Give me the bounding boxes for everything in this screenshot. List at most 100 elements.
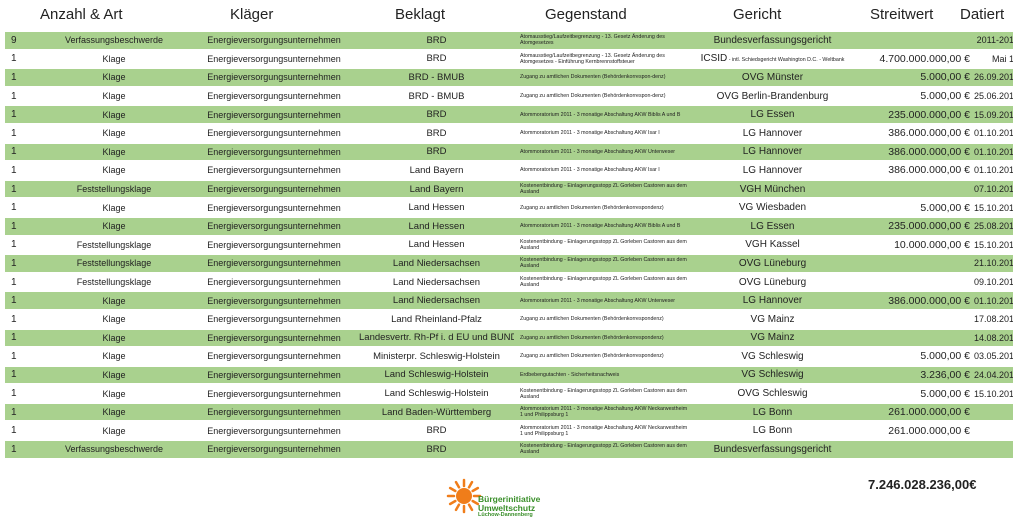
streitwert-total: 7.246.028.236,00€ bbox=[868, 477, 977, 492]
row-streitwert-text: 386.000.000,00 € bbox=[888, 164, 970, 177]
row-gegenstand: Atomausstieg/Laufzeitbegrenzung - 13. Ge… bbox=[514, 50, 690, 68]
row-klaeger-text: Energieversorgungsunternehmen bbox=[207, 258, 341, 269]
table-row: 1 Klage Energieversorgungsunternehmen BRD At… bbox=[5, 143, 1013, 161]
row-klaeger: Energieversorgungsunternehmen bbox=[189, 366, 359, 384]
row-gericht: OVG Schleswig bbox=[690, 385, 855, 402]
row-art-text: Klage bbox=[102, 369, 126, 380]
row-gericht: LG Bonn bbox=[690, 422, 855, 440]
row-gegenstand-text: Zugang zu amtlichen Dokumenten (Behörden… bbox=[520, 353, 664, 360]
row-klaeger-text: Energieversorgungsunternehmen bbox=[207, 277, 341, 288]
row-beklagt-text: Land Niedersachsen bbox=[392, 276, 481, 288]
sun-ray bbox=[448, 499, 457, 506]
row-datiert-text: 07.10.2014 bbox=[973, 184, 1013, 195]
row-gericht: VG Schleswig bbox=[690, 348, 855, 365]
row-gegenstand: Zugang zu amtlichen Dokumenten (Behörden… bbox=[514, 329, 690, 347]
row-count: 1 bbox=[5, 143, 39, 161]
row-gericht-note: - intl. Schiedsgericht Washington D.C. -… bbox=[727, 57, 845, 64]
row-streitwert-text: 386.000.000,00 € bbox=[888, 145, 970, 158]
row-art-text: Klage bbox=[102, 202, 126, 213]
row-klaeger-text: Energieversorgungsunternehmen bbox=[207, 444, 341, 455]
row-gegenstand-text: Erdbebengutachten - Sicherheitsnachweis bbox=[520, 371, 620, 378]
row-datiert bbox=[972, 422, 1013, 440]
row-gericht-text: OVG Münster bbox=[741, 71, 804, 83]
row-klaeger-text: Energieversorgungsunternehmen bbox=[207, 295, 341, 306]
row-datiert: 15.10.2014 bbox=[972, 236, 1013, 254]
row-datiert-text: 01.10.2014 bbox=[973, 165, 1013, 176]
row-klaeger: Energieversorgungsunternehmen bbox=[189, 180, 359, 198]
row-klaeger: Energieversorgungsunternehmen bbox=[189, 69, 359, 86]
row-count: 1 bbox=[5, 50, 39, 68]
row-gericht: LG Hannover bbox=[690, 162, 855, 179]
row-klaeger: Energieversorgungsunternehmen bbox=[189, 310, 359, 328]
row-beklagt-text: BRD bbox=[426, 53, 447, 65]
row-gericht: LG Essen bbox=[690, 106, 855, 123]
row-art: Feststellungsklage bbox=[39, 273, 189, 291]
row-beklagt-text: Land Niedersachsen bbox=[392, 257, 481, 269]
row-datiert: 15.10.2014 bbox=[972, 385, 1013, 402]
row-count-text: 1 bbox=[11, 127, 17, 139]
row-klaeger: Energieversorgungsunternehmen bbox=[189, 199, 359, 216]
row-gericht-text: LG Hannover bbox=[742, 127, 803, 139]
row-klaeger: Energieversorgungsunternehmen bbox=[189, 162, 359, 179]
row-count-text: 1 bbox=[11, 109, 17, 121]
row-klaeger: Energieversorgungsunternehmen bbox=[189, 385, 359, 402]
row-datiert-text: 25.08.2014 bbox=[973, 221, 1013, 232]
row-streitwert-text: 5.000,00 € bbox=[920, 387, 970, 400]
row-gericht: OVG Lüneburg bbox=[690, 255, 855, 272]
table-row: 1 Klage Energieversorgungsunternehmen Land … bbox=[5, 292, 1013, 309]
row-gegenstand-text: Kostenentbindung - Einlagerungsstopp ZL … bbox=[520, 387, 687, 400]
row-datiert bbox=[972, 441, 1013, 458]
row-count-text: 1 bbox=[11, 146, 17, 158]
row-datiert-text: 01.10.2014 bbox=[973, 295, 1013, 306]
row-art: Klage bbox=[39, 422, 189, 440]
row-gericht-text: Bundesverfassungsgericht bbox=[713, 443, 832, 455]
row-beklagt: BRD bbox=[359, 124, 514, 142]
row-gericht-text: LG Hannover bbox=[742, 146, 803, 158]
row-streitwert-text: 386.000.000,00 € bbox=[888, 127, 970, 140]
header-streitwert: Streitwert bbox=[870, 6, 934, 23]
row-klaeger-text: Energieversorgungsunternehmen bbox=[207, 146, 341, 157]
row-klaeger: Energieversorgungsunternehmen bbox=[189, 50, 359, 68]
row-art: Klage bbox=[39, 366, 189, 384]
row-beklagt-text: Landesvertr. Rh-Pf i. d EU und BUND bbox=[359, 332, 514, 344]
row-gericht: Bundesverfassungsgericht bbox=[690, 32, 855, 49]
row-count-text: 1 bbox=[11, 295, 17, 307]
row-art: Klage bbox=[39, 217, 189, 235]
row-gericht: LG Hannover bbox=[690, 292, 855, 309]
row-gegenstand: Kostenentbindung - Einlagerungsstopp ZL … bbox=[514, 385, 690, 402]
table-row: 1 Klage Energieversorgungsunternehmen BRD At… bbox=[5, 50, 1013, 68]
row-datiert: 2011-2012 bbox=[972, 32, 1013, 49]
row-gericht: VG Schleswig bbox=[690, 366, 855, 384]
row-streitwert-text: 235.000.000,00 € bbox=[888, 108, 970, 121]
row-klaeger-text: Energieversorgungsunternehmen bbox=[207, 72, 341, 83]
row-count: 1 bbox=[5, 348, 39, 365]
row-gericht: LG Bonn bbox=[690, 403, 855, 421]
row-streitwert-text: 235.000.000,00 € bbox=[888, 220, 970, 233]
row-datiert-text: 21.10.2014 bbox=[973, 258, 1013, 269]
table-row: 1 Klage Energieversorgungsunternehmen Land … bbox=[5, 162, 1013, 179]
row-klaeger-text: Energieversorgungsunternehmen bbox=[207, 425, 341, 436]
row-streitwert: 386.000.000,00 € bbox=[855, 124, 972, 142]
row-art-text: Klage bbox=[102, 314, 126, 325]
row-streitwert: 386.000.000,00 € bbox=[855, 292, 972, 309]
row-streitwert bbox=[855, 329, 972, 347]
row-count-text: 1 bbox=[11, 90, 17, 102]
row-streitwert bbox=[855, 32, 972, 49]
row-beklagt-text: BRD - BMUB bbox=[408, 90, 465, 102]
logo-line3: Lüchow-Dannenberg bbox=[478, 512, 533, 518]
row-gericht-text: VG Mainz bbox=[750, 313, 795, 325]
row-streitwert: 5.000,00 € bbox=[855, 199, 972, 216]
row-art: Klage bbox=[39, 87, 189, 105]
sun-ray bbox=[454, 503, 461, 512]
row-klaeger: Energieversorgungsunternehmen bbox=[189, 292, 359, 309]
row-datiert-text: 15.10.2014 bbox=[973, 239, 1013, 250]
row-gericht-text: VG Mainz bbox=[750, 332, 795, 344]
row-count-text: 1 bbox=[11, 71, 17, 83]
row-art-text: Klage bbox=[102, 91, 126, 102]
row-gegenstand: Atommoratorium 2011 - 3 monatige Abschal… bbox=[514, 106, 690, 123]
row-art: Klage bbox=[39, 348, 189, 365]
row-beklagt-text: BRD bbox=[426, 146, 447, 158]
row-klaeger: Energieversorgungsunternehmen bbox=[189, 32, 359, 49]
row-gegenstand-text: Zugang zu amtlichen Dokumenten (Behörden… bbox=[520, 334, 664, 341]
row-streitwert bbox=[855, 180, 972, 198]
